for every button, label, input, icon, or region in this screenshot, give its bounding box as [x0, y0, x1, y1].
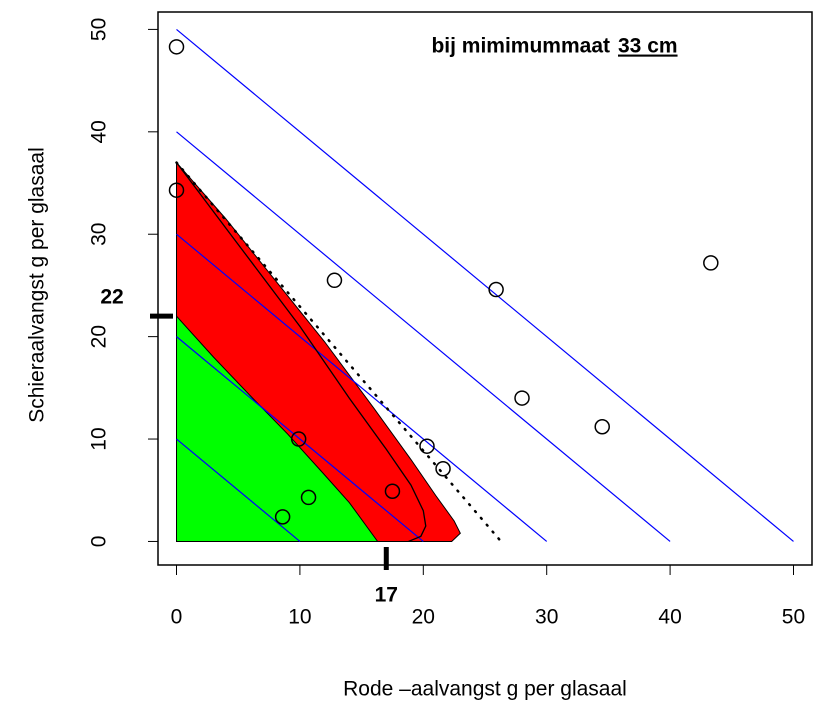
y-tick-label: 30 [88, 223, 111, 246]
point [703, 255, 719, 271]
y-tick-label: 10 [88, 427, 111, 450]
iso-line [176, 131, 671, 542]
x-tick-label: 30 [535, 606, 558, 629]
y-tick-label: 0 [88, 536, 111, 548]
y-tick-label: 50 [88, 18, 111, 41]
y-axis-label: Schieraalvangst g per glasaal [26, 147, 49, 423]
dotted-line [175, 161, 503, 543]
point [168, 39, 185, 55]
point [594, 419, 610, 435]
plot-frame [157, 11, 813, 566]
point [300, 489, 317, 506]
region [176, 314, 379, 542]
x-tick-label: 50 [782, 606, 805, 629]
annotation: bij mimimummaat [431, 35, 610, 58]
x-axis-label: Rode –aalvangst g per glasaal [343, 678, 627, 701]
point [384, 483, 401, 500]
point [326, 272, 343, 289]
y-tick-label: 20 [88, 325, 111, 348]
curve [175, 162, 427, 543]
iso-line [176, 233, 548, 542]
iso-line [176, 28, 794, 542]
point [514, 390, 530, 406]
annotation-value: 33 cm [618, 35, 678, 58]
point [488, 281, 504, 298]
point [168, 182, 185, 198]
iso-line [176, 438, 301, 542]
point [274, 509, 291, 525]
x-tick-label: 10 [288, 606, 311, 629]
point [290, 431, 307, 447]
point [435, 460, 451, 477]
x-tick-label: 40 [658, 606, 681, 629]
point [419, 438, 435, 454]
iso-line [176, 336, 424, 542]
y-marker-label: 22 [100, 286, 123, 309]
x-tick-label: 0 [171, 606, 183, 629]
y-tick-label: 40 [88, 120, 111, 143]
x-tick-label: 20 [412, 606, 435, 629]
x-marker-label: 17 [375, 584, 398, 607]
